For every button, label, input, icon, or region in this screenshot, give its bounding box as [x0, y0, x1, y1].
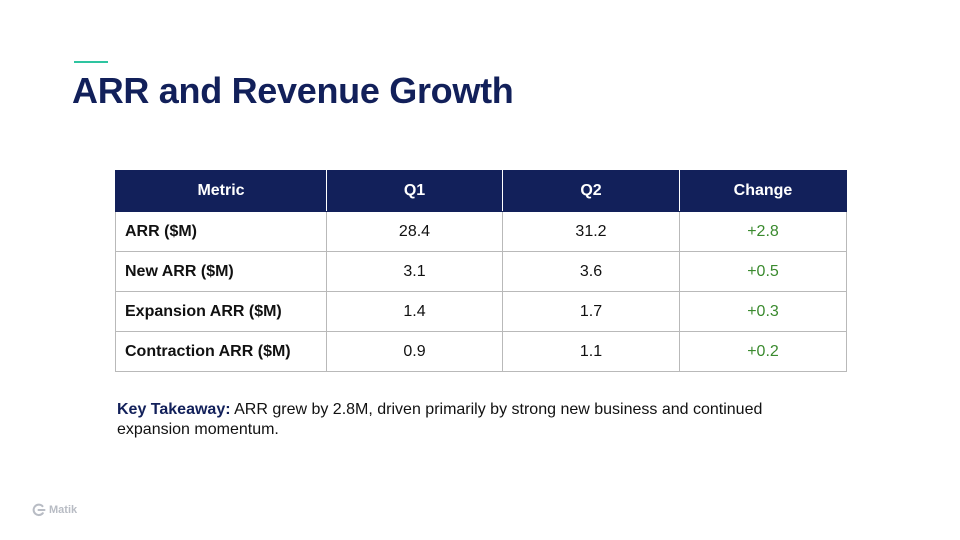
key-takeaway-label: Key Takeaway:: [117, 401, 231, 418]
arr-metrics-table: Metric Q1 Q2 Change ARR ($M) 28.4 31.2 +…: [115, 170, 847, 372]
change-value-cell: +0.5: [679, 251, 847, 292]
key-takeaway: Key Takeaway: ARR grew by 2.8M, driven p…: [117, 400, 837, 440]
metric-name-cell: ARR ($M): [115, 211, 327, 252]
q1-value-cell: 1.4: [326, 291, 503, 332]
change-value-cell: +0.2: [679, 331, 847, 372]
table-row: ARR ($M) 28.4 31.2 +2.8: [115, 211, 847, 252]
matik-logo-icon: [31, 503, 46, 517]
metric-name-cell: New ARR ($M): [115, 251, 327, 292]
key-takeaway-text: ARR grew by 2.8M, driven primarily by st…: [117, 401, 763, 438]
q1-value-cell: 3.1: [326, 251, 503, 292]
column-header-metric: Metric: [115, 170, 327, 212]
column-header-change: Change: [679, 170, 847, 212]
table-row: New ARR ($M) 3.1 3.6 +0.5: [115, 251, 847, 292]
q1-value-cell: 0.9: [326, 331, 503, 372]
q2-value-cell: 3.6: [502, 251, 680, 292]
column-header-q1: Q1: [326, 170, 503, 212]
table-row: Expansion ARR ($M) 1.4 1.7 +0.3: [115, 291, 847, 332]
title-accent-line: [74, 61, 108, 63]
table-row: Contraction ARR ($M) 0.9 1.1 +0.2: [115, 331, 847, 372]
q1-value-cell: 28.4: [326, 211, 503, 252]
column-header-q2: Q2: [502, 170, 680, 212]
slide-title: ARR and Revenue Growth: [72, 70, 514, 111]
metric-name-cell: Expansion ARR ($M): [115, 291, 327, 332]
q2-value-cell: 1.1: [502, 331, 680, 372]
table-header-row: Metric Q1 Q2 Change: [115, 170, 847, 212]
brand-name: Matik: [49, 504, 78, 516]
metric-name-cell: Contraction ARR ($M): [115, 331, 327, 372]
footer-logo: Matik: [31, 503, 77, 517]
change-value-cell: +0.3: [679, 291, 847, 332]
change-value-cell: +2.8: [679, 211, 847, 252]
q2-value-cell: 1.7: [502, 291, 680, 332]
q2-value-cell: 31.2: [502, 211, 680, 252]
